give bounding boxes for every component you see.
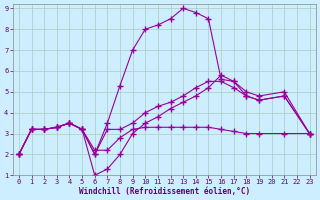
X-axis label: Windchill (Refroidissement éolien,°C): Windchill (Refroidissement éolien,°C) — [79, 187, 250, 196]
